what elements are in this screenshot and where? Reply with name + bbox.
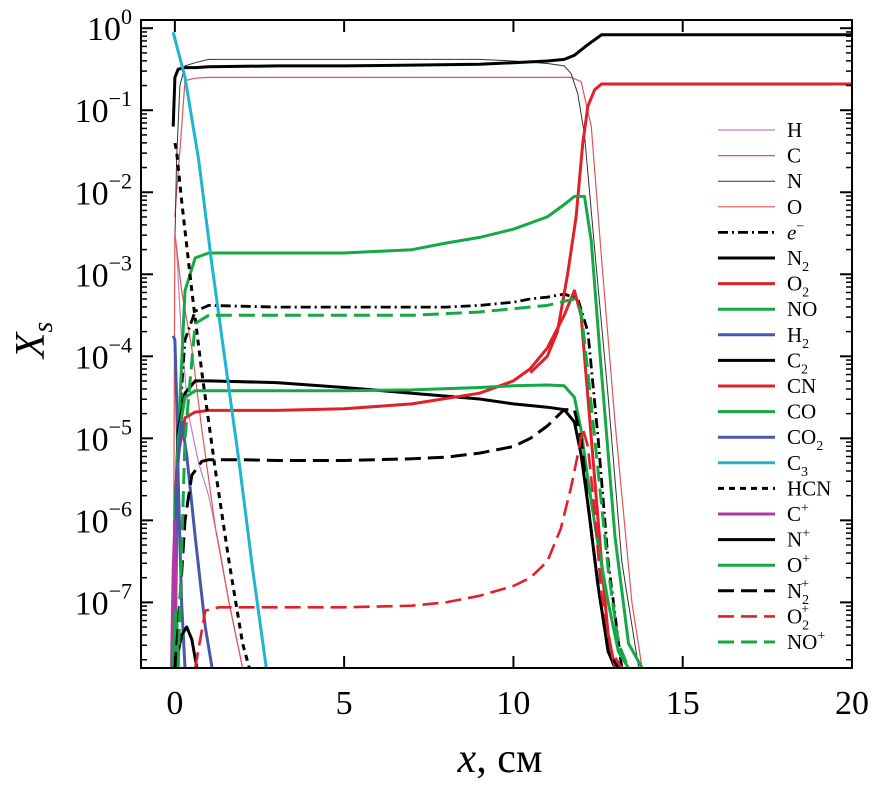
x-tick-label: 10: [496, 685, 530, 722]
legend-label-N2: N2: [787, 246, 809, 275]
legend-label-N: N: [787, 169, 802, 193]
y-tick-label: 10−3: [75, 250, 132, 294]
series-line-C+: [170, 518, 179, 668]
series-line-NO: [173, 194, 644, 668]
axes-ticks: 0 5 10 15 20 100 10−1 10−2 10−3 10−4 10−5 10−6 10−7: [75, 4, 869, 722]
y-axis-label: Xs: [8, 322, 59, 361]
legend-label-N+: N+: [787, 527, 810, 552]
legend-label-CN: CN: [787, 374, 816, 398]
legend-label-NO: NO: [787, 297, 817, 321]
legend-label-C3: C3: [787, 451, 808, 480]
series-line-C: [174, 76, 643, 668]
series-line-O: [172, 232, 244, 668]
series-line-HCN: [173, 142, 251, 668]
y-tick-label: 10−1: [75, 86, 132, 130]
series-line-e-: [171, 292, 624, 668]
y-tick-label: 10−5: [75, 414, 132, 458]
x-tick-label: 20: [835, 685, 869, 722]
series-line-N2+: [173, 408, 620, 668]
legend-label-C+: C+: [787, 501, 809, 526]
plot-area-frame: [140, 19, 853, 669]
y-tick-label: 10−6: [75, 496, 132, 540]
legend-label-N2+: N2+: [787, 577, 809, 608]
y-axis-subscript: s: [28, 322, 59, 333]
legend-label-O+: O+: [787, 552, 810, 577]
legend-label-O: O: [787, 195, 802, 219]
x-axis-variable: x: [457, 736, 477, 782]
y-tick-label: 10−4: [75, 332, 132, 376]
series-line-N: [174, 58, 640, 668]
series-layer: [170, 31, 852, 668]
legend-label-CO2: CO2: [787, 425, 823, 454]
series-line-N2: [171, 33, 852, 127]
series-line-CO2: [173, 420, 214, 668]
x-tick-label: 15: [666, 685, 700, 722]
legend-label-H2: H2: [787, 323, 809, 352]
x-tick-label: 0: [166, 685, 183, 722]
series-line-NO+: [176, 297, 630, 668]
y-axis-variable: X: [8, 330, 54, 360]
legend-label-C: C: [787, 144, 801, 168]
legend-label-O2+: O2+: [787, 602, 809, 633]
series-line-O2+: [193, 427, 623, 668]
legend-label-C2: C2: [787, 348, 808, 377]
series-line-N+: [173, 625, 199, 668]
series-line-C3: [171, 31, 268, 668]
legend-label-H: H: [787, 118, 802, 142]
legend-label-HCN: HCN: [787, 476, 831, 500]
legend-label-O2: O2: [787, 272, 809, 301]
legend-label-NO+: NO+: [787, 629, 825, 654]
series-line-CN: [171, 289, 617, 668]
legend-label-e-: e−: [787, 219, 804, 244]
y-tick-label: 100: [87, 4, 132, 48]
x-tick-label: 5: [336, 685, 353, 722]
x-axis-label: x, см: [457, 736, 543, 782]
x-axis-unit: , см: [476, 736, 542, 782]
legend: HCNOe−N2O2NOH2C2CNCOCO2C3HCNC+N+O+N2+O2+…: [718, 118, 831, 654]
y-tick-label: 10−7: [75, 578, 132, 622]
y-tick-label: 10−2: [75, 168, 132, 212]
legend-label-CO: CO: [787, 400, 816, 424]
